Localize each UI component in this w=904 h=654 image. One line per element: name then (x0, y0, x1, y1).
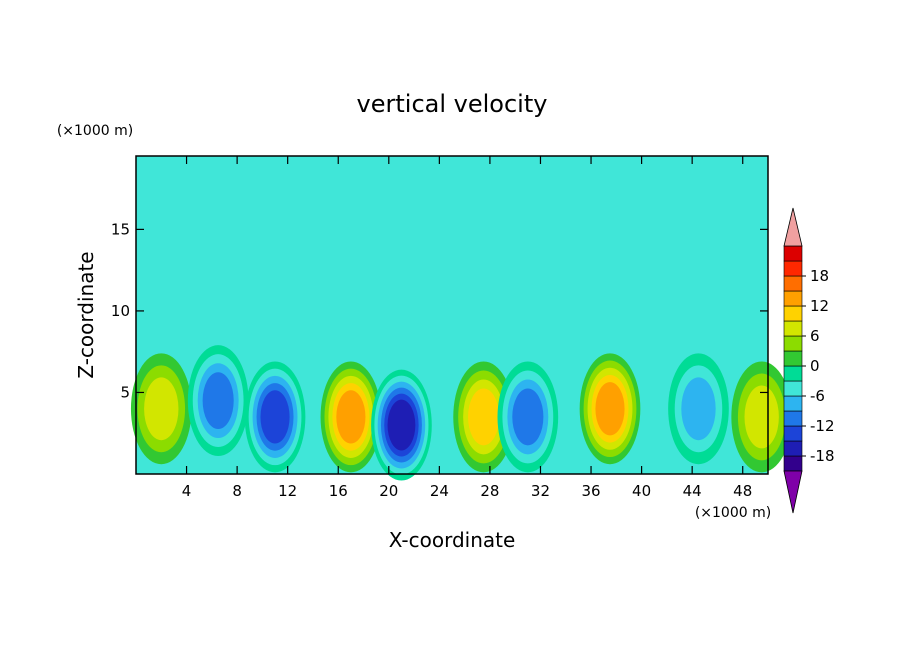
contour-band (202, 372, 234, 430)
velocity-cell-3 (244, 361, 306, 473)
colorbar-segment (783, 365, 803, 382)
colorbar-tick-label: -18 (810, 447, 835, 465)
x-axis-label: X-coordinate (389, 528, 516, 552)
colorbar-segment (783, 290, 803, 307)
contour-band (468, 388, 500, 446)
velocity-cell-5 (371, 369, 432, 481)
colorbar-tick-label: 18 (810, 267, 829, 285)
contour-band (512, 388, 544, 446)
y-axis-label: Z-coordinate (74, 251, 98, 378)
colorbar-segment (783, 305, 803, 322)
velocity-cell-1 (130, 353, 192, 465)
contour-band (681, 377, 716, 441)
x-tick-label: 40 (632, 482, 651, 500)
velocity-cell-6 (453, 361, 514, 473)
contour-band (336, 390, 366, 444)
chart-title: vertical velocity (357, 90, 548, 118)
contour-band (387, 399, 416, 451)
colorbar-segment (783, 425, 803, 442)
colorbar-segment (783, 410, 803, 427)
colorbar-tick-label: -12 (810, 417, 835, 435)
x-tick-label: 24 (430, 482, 449, 500)
velocity-cell-8 (579, 353, 641, 465)
colorbar-max-arrow (783, 207, 803, 247)
y-unit-label: (×1000 m) (57, 123, 133, 139)
velocity-cell-10 (731, 361, 793, 473)
velocity-cell-4 (320, 361, 382, 473)
x-tick-label: 20 (379, 482, 398, 500)
colorbar-segment (783, 245, 803, 262)
colorbar: 18 12 6 0 -6 -12 -18 (783, 207, 835, 514)
x-unit-label: (×1000 m) (695, 505, 771, 521)
colorbar-segment (783, 335, 803, 352)
colorbar-segment (783, 260, 803, 277)
colorbar-segment (783, 395, 803, 412)
colorbar-segment (783, 455, 803, 472)
colorbar-segment (783, 380, 803, 397)
colorbar-tick-label: -6 (810, 387, 825, 405)
plot-area (130, 155, 793, 481)
y-tick-label: 10 (111, 302, 130, 320)
velocity-cell-2 (187, 345, 249, 457)
velocity-cell-7 (497, 361, 559, 473)
x-tick-label: 44 (683, 482, 702, 500)
x-tick-label: 28 (480, 482, 499, 500)
x-tick-label: 4 (182, 482, 192, 500)
x-tick-label: 16 (329, 482, 348, 500)
x-tick-label: 8 (232, 482, 242, 500)
contour-band (744, 385, 779, 449)
velocity-cell-9 (668, 353, 729, 465)
colorbar-min-arrow (783, 470, 803, 514)
colorbar-tick-label: 6 (810, 327, 820, 345)
contour-band (260, 390, 290, 444)
colorbar-tick-label: 0 (810, 357, 820, 375)
colorbar-tick-label: 12 (810, 297, 829, 315)
x-axis: 4 8 12 16 20 24 28 32 36 40 44 48 (182, 156, 752, 500)
x-tick-label: 12 (278, 482, 297, 500)
contour-band (144, 377, 179, 441)
x-tick-label: 36 (581, 482, 600, 500)
colorbar-segment (783, 275, 803, 292)
plot-frame (135, 155, 769, 475)
colorbar-segment (783, 440, 803, 457)
velocity-field (130, 345, 793, 481)
x-tick-label: 48 (733, 482, 752, 500)
x-tick-label: 32 (531, 482, 550, 500)
y-tick-label: 5 (120, 383, 130, 401)
y-axis: 5 10 15 (111, 220, 768, 401)
colorbar-segment (783, 320, 803, 337)
colorbar-segment (783, 350, 803, 367)
y-tick-label: 15 (111, 220, 130, 238)
contour-band (595, 382, 625, 436)
